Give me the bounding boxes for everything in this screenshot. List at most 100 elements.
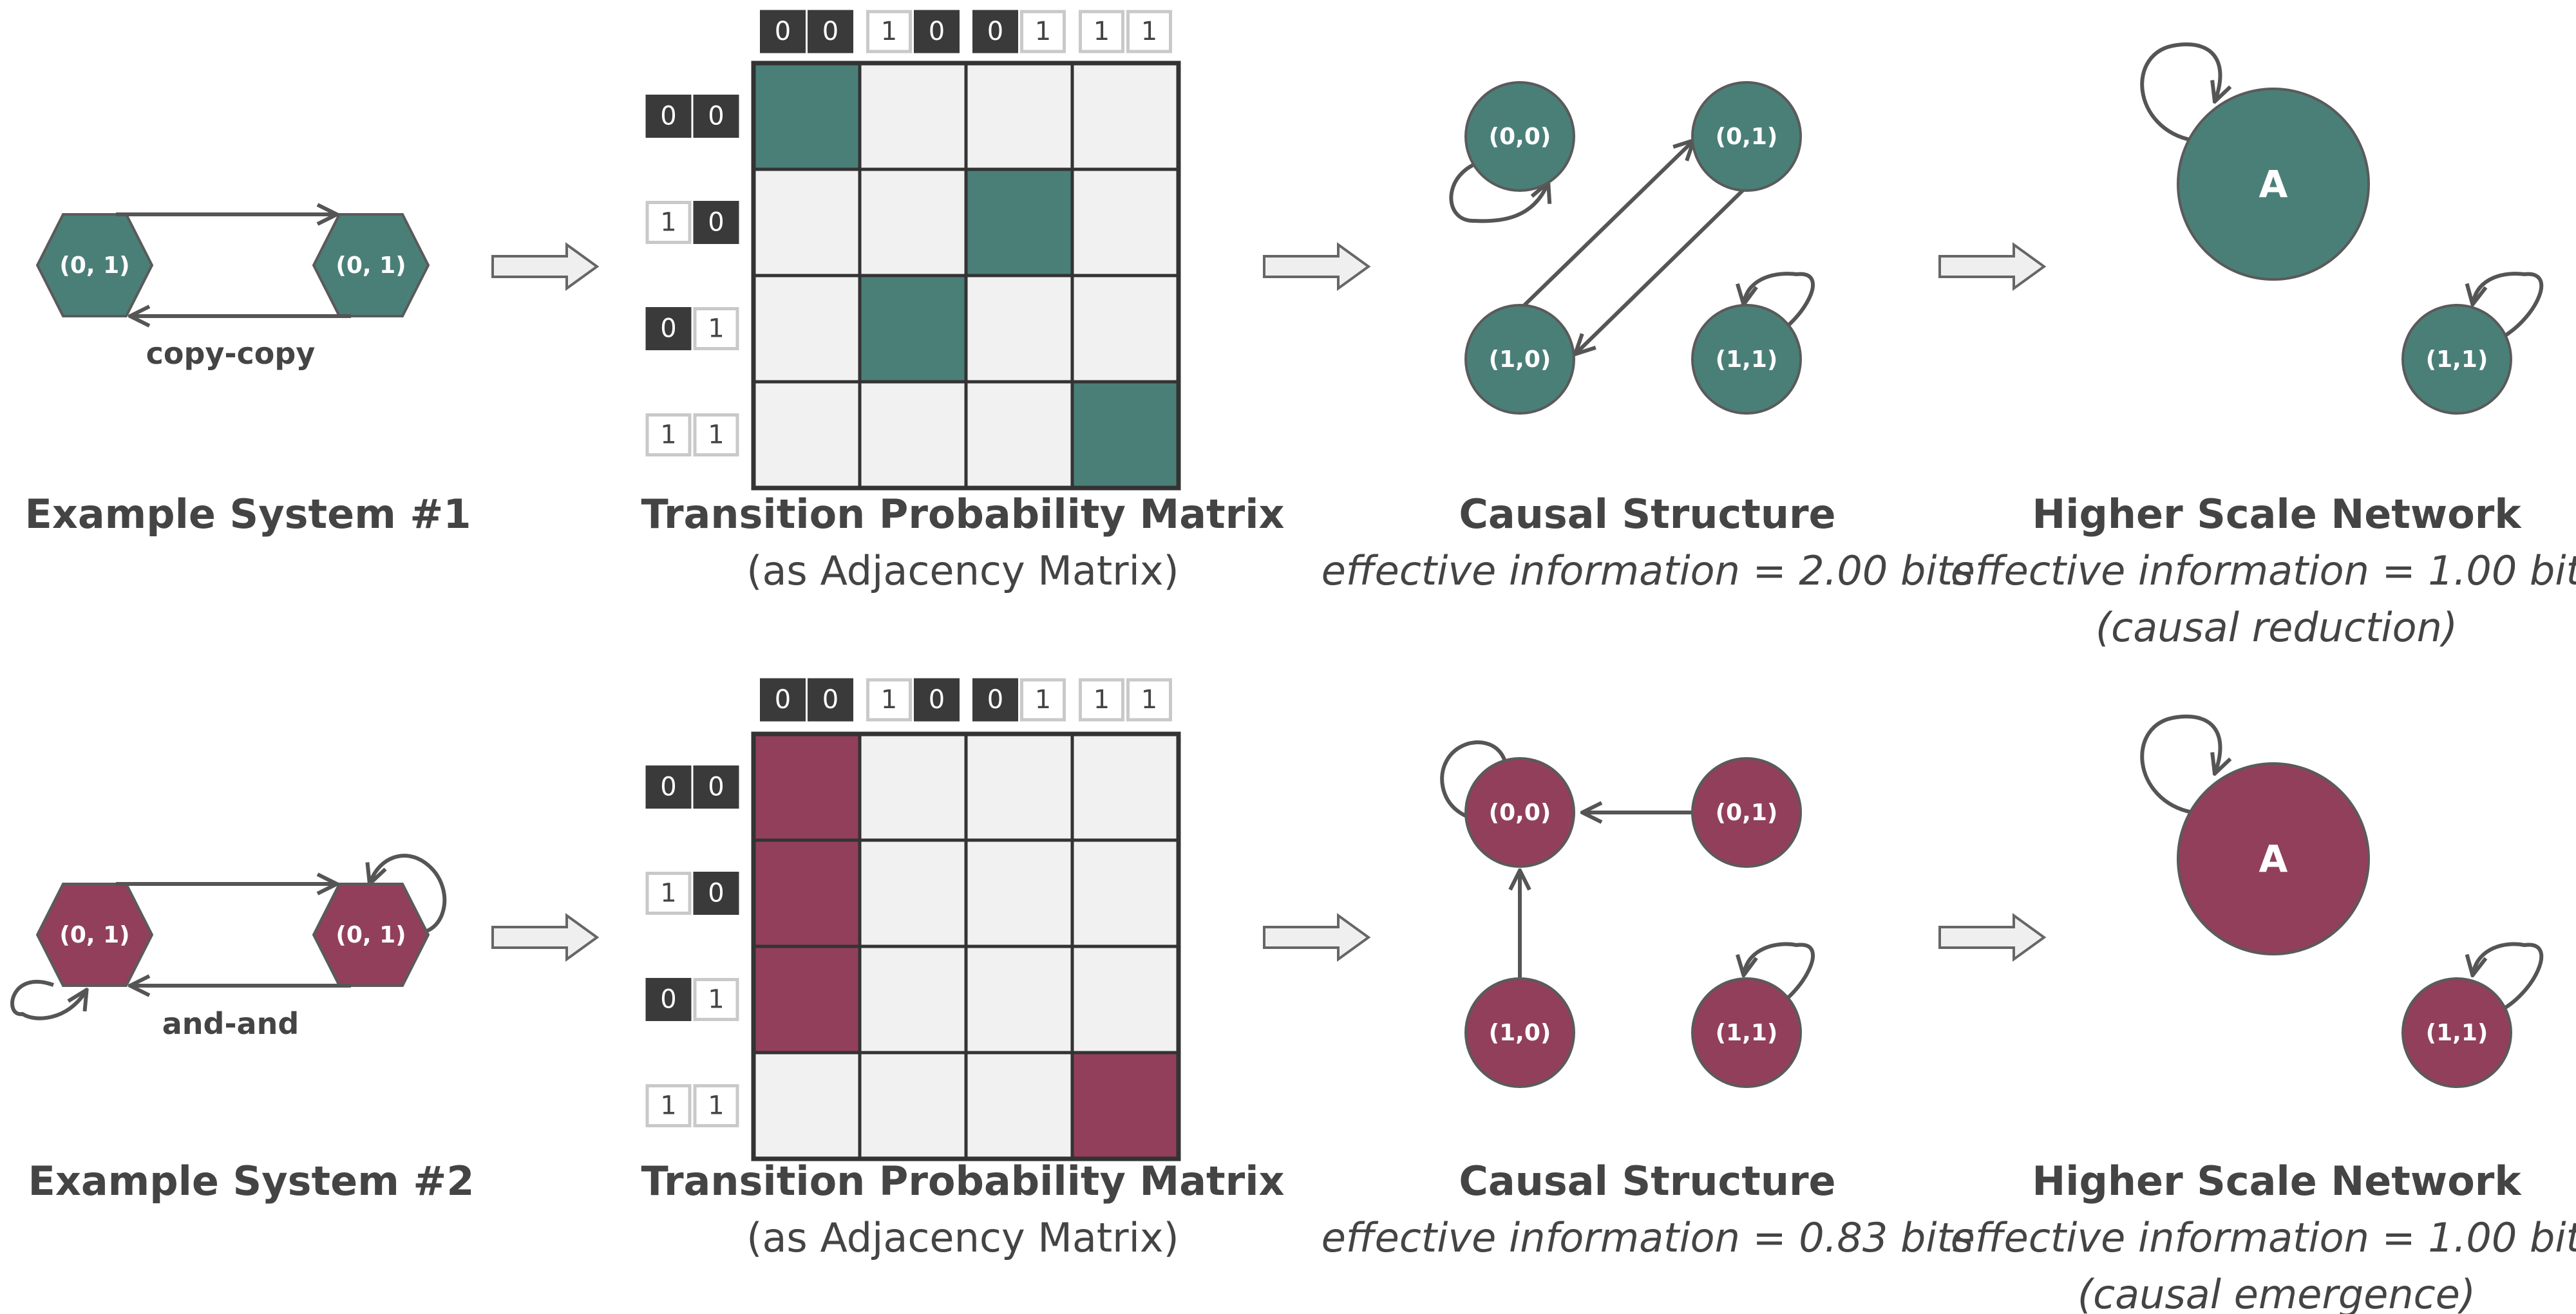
matrix-cell-1-0 xyxy=(752,838,862,948)
flow-arrow-icon xyxy=(491,242,600,291)
row-bit-2-a xyxy=(645,307,692,350)
row-bit-0-b xyxy=(693,765,739,809)
col-bit-2-a xyxy=(972,678,1018,722)
macro-node-a xyxy=(2177,88,2370,281)
row-system-2: (0, 1) (0, 1) and-and Example System #2 … xyxy=(10,678,2576,1314)
row-bit-1-b xyxy=(693,201,739,244)
causal-ei: effective information = 2.00 bits xyxy=(1321,547,1973,594)
row-bit-1-a-text: 1 xyxy=(660,208,676,238)
col-bit-3-b-text: 1 xyxy=(1141,685,1157,715)
col-bit-1-a xyxy=(866,10,912,53)
matrix-title: Transition Probability Matrix xyxy=(641,1158,1285,1205)
row-bit-3-b-text: 1 xyxy=(708,1091,724,1121)
col-bit-0-a-text: 0 xyxy=(775,685,791,715)
system-title: Example System #1 xyxy=(25,491,471,538)
micro-node-11 xyxy=(2401,977,2512,1088)
matrix-cell-2-0 xyxy=(752,944,862,1055)
higher-title: Higher Scale Network xyxy=(2032,491,2522,538)
flow-arrow-icon xyxy=(1938,242,2047,291)
higher-ei: effective information = 1.00 bits xyxy=(1951,1214,2576,1261)
self-loop-11 xyxy=(1744,272,1815,342)
edge-label: and-and xyxy=(162,1006,299,1041)
higher-title: Higher Scale Network xyxy=(2032,1158,2522,1205)
col-bit-1-b xyxy=(914,678,960,722)
causal-structure-2: (0,0) (0,1) (1,0) (1,1) xyxy=(1440,740,1815,1088)
adjacency-matrix-1: 0 0 1 0 0 1 1 1 0 0 1 0 0 1 1 1 xyxy=(645,10,1181,491)
matrix-cell-2-2 xyxy=(964,944,1074,1055)
row-bit-0-a-text: 0 xyxy=(660,773,676,802)
matrix-cell-2-0 xyxy=(752,274,862,384)
col-bit-1-b-text: 0 xyxy=(929,17,945,46)
matrix-cell-3-3 xyxy=(1070,1051,1180,1161)
matrix-cell-0-1 xyxy=(858,732,968,842)
node-00 xyxy=(1464,81,1575,192)
matrix-cell-0-0 xyxy=(752,61,862,171)
matrix-cell-0-1 xyxy=(858,61,968,171)
row-bit-3-b xyxy=(693,1084,739,1127)
matrix-cell-3-0 xyxy=(752,380,862,490)
node-01-label: (0,1) xyxy=(1716,800,1778,826)
col-bit-1-b-text: 0 xyxy=(929,685,945,715)
matrix-cell-2-1 xyxy=(858,944,968,1055)
matrix-cell-0-2 xyxy=(964,732,1074,842)
edge-label: copy-copy xyxy=(146,336,316,371)
causal-title: Causal Structure xyxy=(1459,1158,1835,1205)
col-bit-0-a xyxy=(760,10,806,53)
causal-title: Causal Structure xyxy=(1459,491,1835,538)
row-bit-2-b-text: 1 xyxy=(708,985,724,1015)
col-bit-2-a-text: 0 xyxy=(987,17,1003,46)
row-bit-0-a-text: 0 xyxy=(660,102,676,131)
row-bit-1-b xyxy=(693,872,739,915)
matrix-title: Transition Probability Matrix xyxy=(641,491,1285,538)
right-node-label: (0, 1) xyxy=(336,252,406,279)
edge-10-to-01 xyxy=(1522,142,1692,308)
flow-arrow-icon xyxy=(1263,913,1371,962)
system-title: Example System #2 xyxy=(28,1158,475,1205)
matrix-cell-1-3 xyxy=(1070,838,1180,948)
node-10 xyxy=(1464,304,1575,415)
node-01 xyxy=(1691,757,1802,868)
col-bit-2-b-text: 1 xyxy=(1035,17,1051,46)
matrix-cell-3-2 xyxy=(964,380,1074,490)
matrix-cell-0-0 xyxy=(752,732,862,842)
matrix-border xyxy=(751,61,1181,491)
matrix-cell-1-2 xyxy=(964,167,1074,277)
col-bit-3-a xyxy=(1079,678,1124,722)
row-bit-1-a-text: 1 xyxy=(660,879,676,908)
col-bit-1-a xyxy=(866,678,912,722)
row-bit-3-b-text: 1 xyxy=(708,420,724,450)
right-node-label: (0, 1) xyxy=(336,922,406,948)
matrix-border xyxy=(751,731,1181,1161)
col-bit-0-b-text: 0 xyxy=(822,17,838,46)
flow-arrow-icon xyxy=(1263,242,1371,291)
node-00-label: (0,0) xyxy=(1489,124,1551,150)
col-bit-3-a-text: 1 xyxy=(1094,685,1110,715)
node-11-label: (1,1) xyxy=(1716,346,1778,373)
matrix-cell-1-2 xyxy=(964,838,1074,948)
col-bit-0-b xyxy=(808,10,853,53)
macro-node-label: A xyxy=(2259,837,2288,881)
matrix-cell-1-0 xyxy=(752,167,862,277)
higher-scale-network-1: A (1,1) xyxy=(2140,42,2544,415)
col-bit-0-b-text: 0 xyxy=(822,685,838,715)
matrix-subtitle: (as Adjacency Matrix) xyxy=(746,1214,1179,1261)
matrix-cell-0-3 xyxy=(1070,61,1180,171)
matrix-cell-3-1 xyxy=(858,1051,968,1161)
system-diagram-1: (0, 1) (0, 1) copy-copy xyxy=(35,214,430,371)
col-bit-3-b-text: 1 xyxy=(1141,17,1157,46)
micro-self-loop xyxy=(2473,272,2544,342)
micro-node-11 xyxy=(2401,304,2512,415)
row-bit-2-a-text: 0 xyxy=(660,985,676,1015)
higher-ei: effective information = 1.00 bits xyxy=(1951,547,2576,594)
row-system-1: (0, 1) (0, 1) copy-copy Example System #… xyxy=(25,10,2576,651)
row-bit-3-a xyxy=(645,413,692,456)
row-bit-2-b-text: 1 xyxy=(708,314,724,344)
matrix-cell-1-3 xyxy=(1070,167,1180,277)
matrix-cell-3-0 xyxy=(752,1051,862,1161)
causal-ei: effective information = 0.83 bits xyxy=(1321,1214,1973,1261)
node-00-label: (0,0) xyxy=(1489,800,1551,826)
row-bit-2-a-text: 0 xyxy=(660,314,676,344)
row-bit-1-b-text: 0 xyxy=(708,208,724,238)
col-bit-2-b-text: 1 xyxy=(1035,685,1051,715)
